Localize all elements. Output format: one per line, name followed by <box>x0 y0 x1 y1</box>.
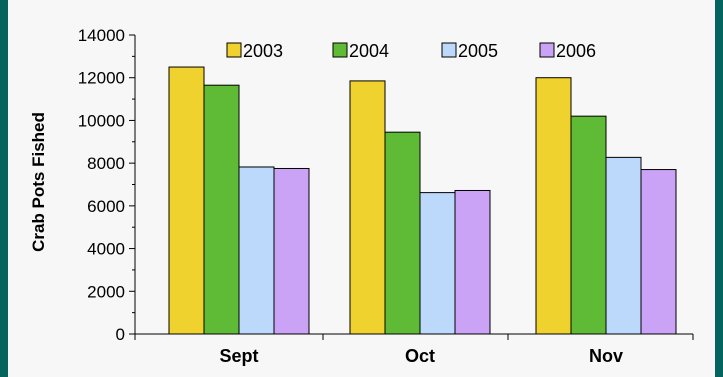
legend-label-2006: 2006 <box>556 41 596 61</box>
bar-chart: 0 2000 4000 6000 8000 10000 12000 14000 Sept Oct N… <box>29 26 694 366</box>
bar-2005-nov <box>605 156 642 335</box>
y-tick-label: 6000 <box>87 197 125 216</box>
legend-label-2004: 2004 <box>349 41 389 61</box>
x-category-label: Sept <box>219 346 258 366</box>
bar-2005-sept <box>238 166 275 335</box>
bar-2006-nov <box>640 169 677 335</box>
legend-swatch-2006 <box>539 42 555 58</box>
bar-2004-oct <box>384 131 421 335</box>
legend-swatch-2004 <box>332 42 348 58</box>
legend-label-2003: 2003 <box>243 41 283 61</box>
bar-2005-oct <box>419 192 456 335</box>
bar-2003-sept <box>168 66 205 335</box>
legend-swatch-2003 <box>226 42 242 58</box>
legend-swatch-2005 <box>441 42 457 58</box>
bar-2004-nov <box>570 115 607 335</box>
y-tick-label: 4000 <box>87 240 125 259</box>
chart-panel: 0 2000 4000 6000 8000 10000 12000 14000 Sept Oct N… <box>8 0 715 377</box>
y-tick-label: 10000 <box>78 111 125 130</box>
bar-2004-sept <box>203 84 240 335</box>
y-tick-label: 12000 <box>78 69 125 88</box>
bar-2003-oct <box>349 80 386 335</box>
y-tick-label: 14000 <box>78 26 125 45</box>
bar-2003-nov <box>535 77 572 335</box>
y-axis-label: Crab Pots Fished <box>29 112 48 252</box>
bar-2006-sept <box>273 167 310 335</box>
bar-2006-oct <box>454 189 491 335</box>
legend-label-2005: 2005 <box>458 41 498 61</box>
y-tick-label: 0 <box>116 325 125 344</box>
y-tick-label: 8000 <box>87 154 125 173</box>
x-category-label: Nov <box>589 346 623 366</box>
x-category-label: Oct <box>405 346 435 366</box>
y-tick-label: 2000 <box>87 282 125 301</box>
